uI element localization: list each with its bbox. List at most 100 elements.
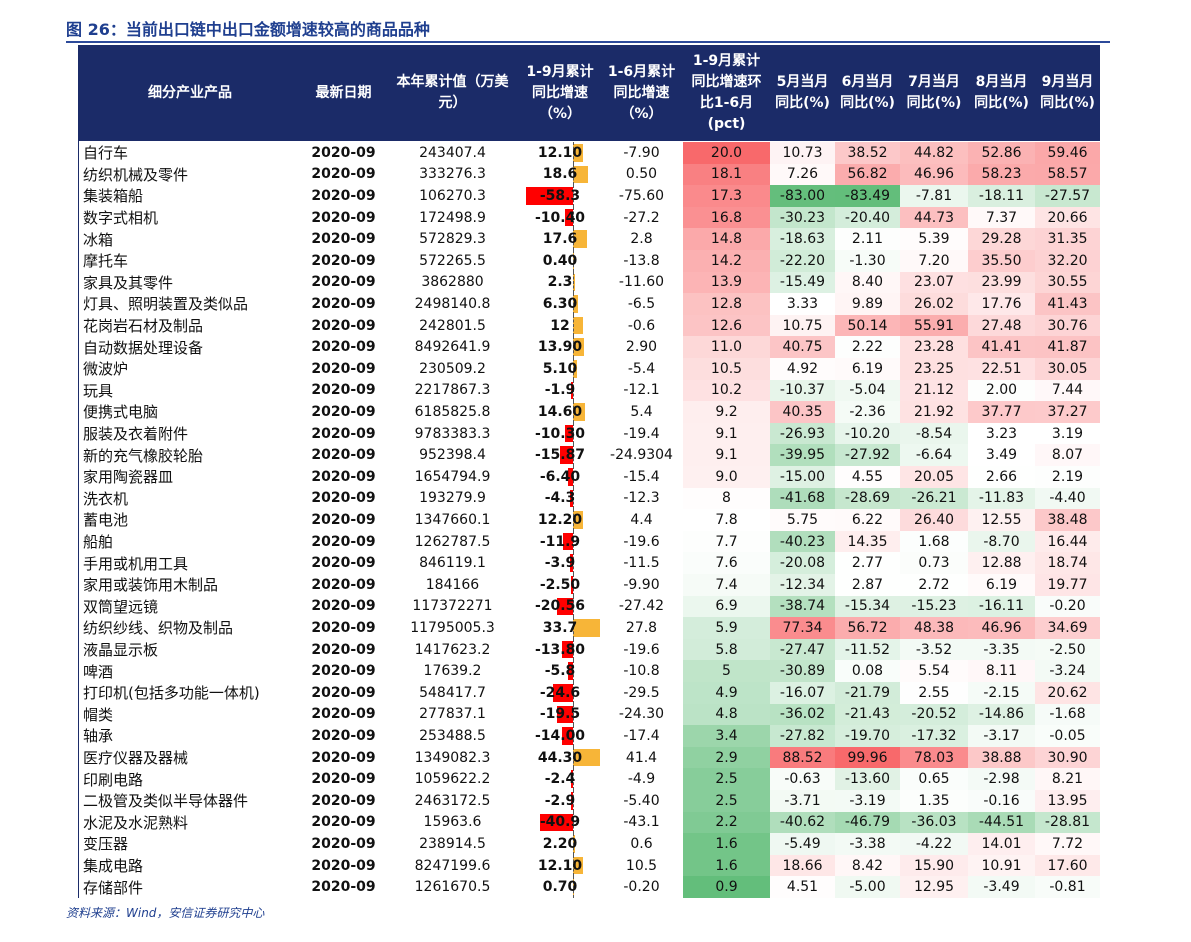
table-cell: 2020-09 xyxy=(311,727,376,744)
column-header: 7月当月同比(%) xyxy=(900,45,968,141)
zero-axis xyxy=(573,552,574,574)
table-cell: -1.30 xyxy=(835,250,900,272)
table-cell: 18.1 xyxy=(683,163,770,186)
table-cell: 2.5 xyxy=(683,790,770,812)
table-cell: 242801.5 xyxy=(419,317,486,334)
growth-bar xyxy=(569,554,573,572)
table-cell: 9.0 xyxy=(683,466,770,488)
product-name: 双筒望远镜 xyxy=(83,597,159,616)
zero-axis xyxy=(573,790,574,812)
table-cell: 6.19 xyxy=(968,574,1035,596)
table-cell: 18.74 xyxy=(1035,552,1100,574)
cell-text: -3.9 xyxy=(544,555,576,572)
product-name: 轴承 xyxy=(83,727,114,746)
table-cell: 7.7 xyxy=(683,530,770,553)
growth-cell: 5.10 xyxy=(520,358,600,380)
table-cell: -0.20 xyxy=(623,879,660,896)
cell-text: 14.60 xyxy=(537,403,583,420)
table-cell: 0.50 xyxy=(625,166,658,183)
table-cell: 58.57 xyxy=(1035,163,1100,186)
product-name: 手用或机用工具 xyxy=(83,554,189,573)
cell-text: -58.3 xyxy=(539,187,581,204)
table-cell: 2020-09 xyxy=(311,771,376,788)
table-cell: 21.12 xyxy=(900,379,968,402)
table-cell: -5.49 xyxy=(770,833,835,855)
growth-bar xyxy=(567,468,573,486)
growth-bar xyxy=(564,424,573,443)
table-cell: 11795005.3 xyxy=(410,619,495,636)
table-cell: 40.75 xyxy=(770,336,835,358)
table-cell: 4.55 xyxy=(835,466,900,488)
cell-text: -20.56 xyxy=(534,598,586,615)
table-cell: -26.21 xyxy=(900,487,968,510)
growth-cell: -15.87 xyxy=(520,444,600,466)
table-cell: 78.03 xyxy=(900,746,968,769)
growth-bar xyxy=(573,403,585,421)
table-cell: 2020-09 xyxy=(311,339,376,356)
table-cell: 14.01 xyxy=(968,833,1035,855)
table-cell: -15.00 xyxy=(770,466,835,488)
product-name: 水泥及水泥熟料 xyxy=(83,813,189,832)
table-cell: -27.57 xyxy=(1035,185,1100,207)
growth-cell: -2.9 xyxy=(520,790,600,812)
cell-text: -10.30 xyxy=(534,425,586,442)
table-cell: 9783383.3 xyxy=(414,425,491,442)
table-cell: 4.92 xyxy=(770,358,835,380)
table-cell: -12.3 xyxy=(623,490,660,507)
table-cell: 2020-09 xyxy=(311,447,376,464)
table-cell: 23.99 xyxy=(968,271,1035,294)
table-cell: -5.04 xyxy=(835,379,900,402)
product-name: 冰箱 xyxy=(83,230,114,249)
growth-cell: -1.9 xyxy=(520,379,600,402)
growth-bar xyxy=(540,813,573,832)
table-cell: 22.51 xyxy=(968,358,1035,380)
table-cell: 1059622.2 xyxy=(414,771,491,788)
growth-cell: -2.4 xyxy=(520,768,600,790)
table-cell: 14.8 xyxy=(683,228,770,250)
growth-cell: 12.10 xyxy=(520,854,600,877)
product-name: 服装及衣着附件 xyxy=(83,425,189,444)
table-cell: 1262787.5 xyxy=(414,533,491,550)
table-cell: 8.42 xyxy=(835,854,900,877)
table-cell: 17639.2 xyxy=(423,663,482,680)
product-name: 二极管及类似半导体器件 xyxy=(83,792,249,811)
zero-axis xyxy=(573,811,574,834)
table-cell: 2020-09 xyxy=(311,879,376,896)
table-cell: -4.22 xyxy=(900,833,968,855)
table-cell: -0.16 xyxy=(968,790,1035,812)
table-cell: 99.96 xyxy=(835,746,900,769)
column-header: 6月当月同比(%) xyxy=(835,45,900,141)
zero-axis xyxy=(573,466,574,488)
growth-cell: 17.6 xyxy=(520,228,600,250)
table-cell: 7.8 xyxy=(683,509,770,531)
product-name: 数字式相机 xyxy=(83,209,159,228)
table-cell: 2020-09 xyxy=(311,360,376,377)
table-cell: 2020-09 xyxy=(311,490,376,507)
table-cell: 277837.1 xyxy=(419,706,486,723)
table-cell: -83.49 xyxy=(835,185,900,207)
product-name: 自动数据处理设备 xyxy=(83,338,204,357)
table-cell: 15963.6 xyxy=(423,814,482,831)
table-cell: 12.88 xyxy=(968,552,1035,574)
table-cell: -13.8 xyxy=(623,252,660,269)
table-cell: 35.50 xyxy=(968,250,1035,272)
column-header: 1-6月累计同比增速（%） xyxy=(600,45,683,141)
product-name: 灯具、照明装置及类似品 xyxy=(83,295,249,314)
table-cell: -20.52 xyxy=(900,703,968,726)
column-header: 9月当月同比(%) xyxy=(1035,45,1100,141)
cell-text: 12.10 xyxy=(537,857,583,874)
table-cell: 2020-09 xyxy=(311,814,376,831)
growth-bar xyxy=(573,748,600,767)
table-cell: 37.77 xyxy=(968,401,1035,423)
growth-cell: -3.9 xyxy=(520,552,600,574)
table-cell: 2020-09 xyxy=(311,166,376,183)
table-cell: 5 xyxy=(683,660,770,682)
table-cell: 10.2 xyxy=(683,379,770,402)
table-cell: -41.68 xyxy=(770,487,835,510)
product-name: 便携式电脑 xyxy=(83,403,159,422)
table-cell: 17.60 xyxy=(1035,854,1100,877)
product-name: 花岗岩石材及制品 xyxy=(83,317,204,336)
table-cell: -0.63 xyxy=(770,768,835,790)
table-cell: 11.0 xyxy=(683,336,770,358)
table-cell: 2020-09 xyxy=(311,231,376,248)
